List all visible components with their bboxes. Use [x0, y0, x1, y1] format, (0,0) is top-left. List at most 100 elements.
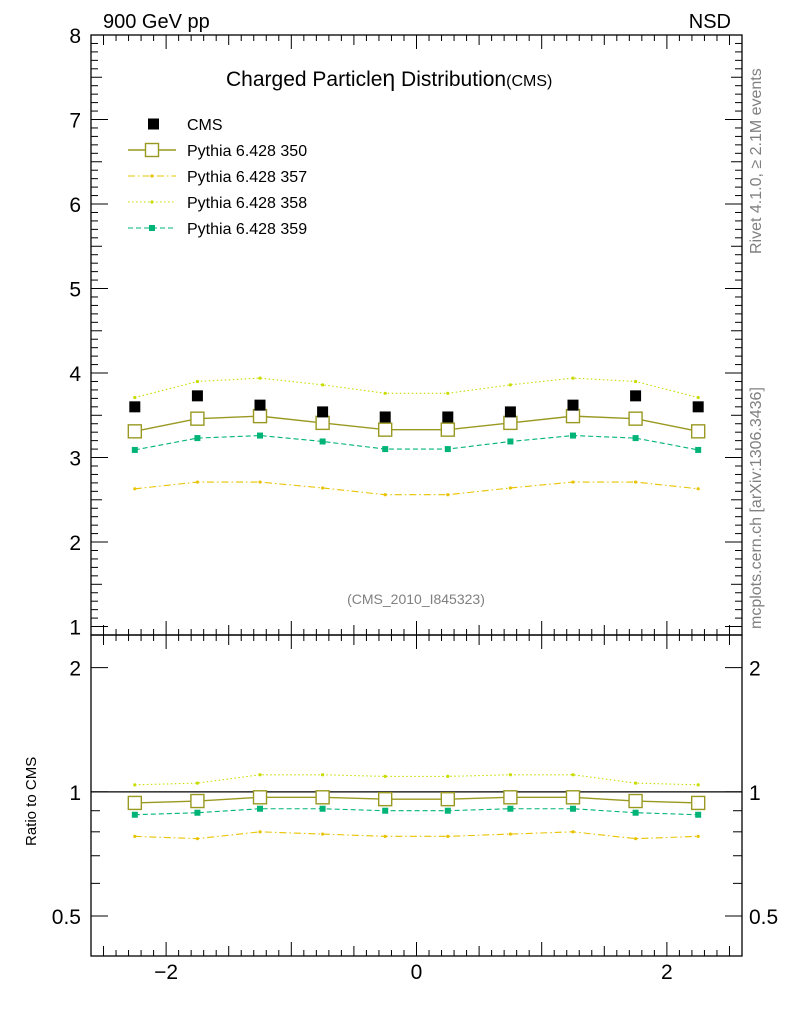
chart-title-tag: (CMS) [506, 73, 552, 90]
legend-label-2: Pythia 6.428 357 [187, 169, 307, 186]
header-left: 900 GeV pp [103, 11, 210, 33]
legend: CMS Pythia 6.428 350 Pythia 6.428 357 Pythi… [128, 117, 307, 238]
series-point-1 [252, 408, 268, 424]
ratio-point-3 [195, 781, 200, 785]
main-axis-ticks: 1 2 3 4 5 6 7 8 [69, 25, 743, 640]
side-labels: Rivet 4.1.0, ≥ 2.1M events mcplots.cern.… [748, 68, 765, 629]
ratio-point-1 [190, 793, 205, 809]
y-tick-label: 8 [69, 25, 81, 48]
ratio-point-1 [440, 791, 455, 807]
main-series-layer [127, 376, 706, 497]
ratio-point-4 [507, 805, 514, 812]
ratio-point-3 [133, 783, 137, 787]
ratio-tick-label-left: 0.5 [52, 906, 81, 929]
ratio-point-2 [696, 834, 700, 838]
series-point-2 [446, 493, 450, 497]
series-line-1 [134, 415, 699, 433]
ratio-point-2 [446, 834, 450, 838]
ratio-point-2 [571, 830, 575, 834]
ratio-point-1 [252, 790, 268, 805]
series-point-4 [319, 438, 326, 445]
series-point-3 [571, 376, 575, 380]
legend-label-3: Pythia 6.428 358 [187, 195, 307, 212]
ratio-point-3 [383, 774, 387, 779]
legend-label-1: Pythia 6.428 350 [187, 143, 307, 160]
ratio-line-2 [134, 831, 699, 840]
data-point-cms [191, 390, 203, 402]
data-point-cms [254, 399, 266, 411]
ratio-point-4 [569, 805, 576, 812]
x-tick-label: 0 [411, 961, 423, 984]
y-tick-label: 2 [69, 532, 81, 555]
ratio-point-4 [632, 809, 639, 816]
data-point-cms [630, 390, 642, 402]
ratio-point-4 [194, 809, 201, 816]
data-point-cms [379, 411, 391, 423]
series-point-3 [446, 391, 450, 395]
data-point-cms [129, 401, 141, 413]
series-point-4 [382, 446, 389, 453]
y-tick-label: 6 [69, 194, 81, 217]
ratio-point-4 [382, 807, 389, 814]
ratio-point-1 [628, 793, 643, 809]
ratio-tick-label-right: 1 [749, 782, 761, 805]
top-header: 900 GeV pp NSD [103, 11, 731, 33]
ratio-panel-frame [90, 634, 743, 957]
legend-marker-4 [149, 225, 155, 231]
ratio-series-layer [127, 773, 706, 841]
chart-title-eta: η [382, 65, 395, 91]
series-point-3 [508, 383, 512, 387]
ratio-point-4 [131, 811, 138, 818]
series-point-3 [133, 395, 137, 400]
series-point-1 [503, 415, 518, 431]
data-point-cms [692, 401, 704, 413]
chart-title-rest: Distribution [395, 68, 506, 91]
series-point-4 [444, 446, 451, 453]
reference-label: (CMS_2010_I845323) [347, 591, 485, 607]
ratio-tick-label-left: 1 [69, 782, 81, 805]
ratio-point-2 [258, 830, 262, 834]
side-label-rivet: Rivet 4.1.0, ≥ 2.1M events [748, 68, 765, 254]
y-tick-label: 4 [69, 363, 81, 386]
series-point-3 [696, 395, 700, 400]
data-point-cms [504, 406, 516, 418]
series-point-2 [383, 493, 387, 497]
series-point-2 [696, 487, 700, 491]
x-tick-label: −2 [154, 961, 178, 984]
y-tick-label: 1 [69, 617, 81, 640]
ratio-ylabel: Ratio to CMS [23, 757, 40, 846]
series-point-4 [257, 432, 264, 439]
ratio-line-3 [134, 774, 699, 786]
ratio-point-3 [508, 773, 512, 777]
ratio-point-2 [633, 837, 638, 841]
ratio-point-1 [503, 790, 518, 805]
y-tick-label: 7 [69, 110, 81, 133]
ratio-point-1 [127, 795, 143, 811]
side-label-mcplots: mcplots.cern.ch [arXiv:1306.3436] [748, 387, 765, 629]
series-point-3 [258, 376, 262, 380]
ratio-point-1 [315, 790, 330, 805]
ratio-point-4 [695, 811, 702, 818]
ratio-point-3 [258, 773, 262, 777]
series-line-4 [134, 435, 699, 451]
series-point-2 [258, 480, 262, 484]
series-point-4 [194, 435, 201, 442]
legend-marker-1 [144, 142, 160, 158]
series-point-4 [131, 446, 138, 453]
ratio-point-3 [446, 774, 450, 779]
series-point-1 [628, 411, 643, 426]
ratio-point-3 [321, 773, 325, 777]
series-line-2 [134, 481, 699, 496]
y-tick-label: 3 [69, 448, 81, 471]
series-point-2 [133, 487, 137, 491]
series-point-2 [195, 480, 200, 484]
series-line-3 [134, 377, 699, 399]
series-point-1 [190, 411, 205, 426]
data-point-cms [317, 406, 329, 418]
ratio-axis-ticks: 0.5 0.5 1 1 2 2 [52, 635, 778, 957]
header-right: NSD [689, 11, 731, 33]
ratio-tick-label-right: 0.5 [749, 906, 778, 929]
series-point-1 [378, 422, 393, 437]
data-point-cms [567, 399, 579, 411]
